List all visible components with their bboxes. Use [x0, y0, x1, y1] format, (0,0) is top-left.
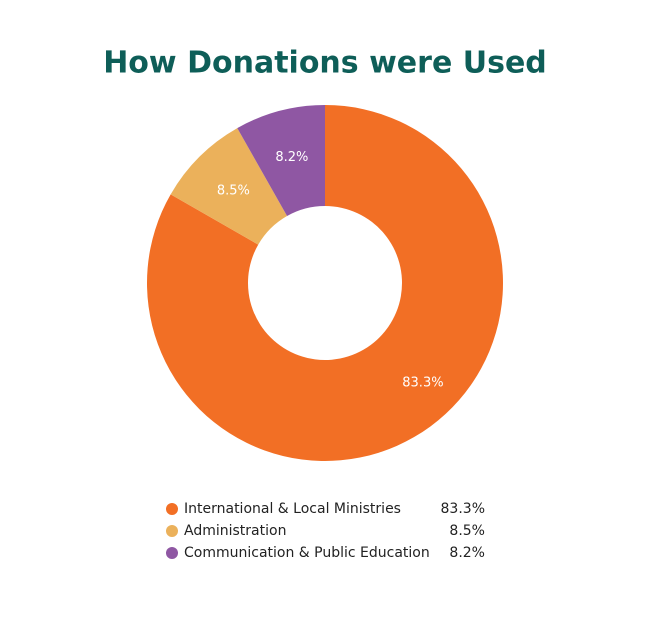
legend-marker	[166, 503, 178, 515]
slice-label: 8.5%	[217, 183, 250, 198]
slice-label: 8.2%	[275, 150, 308, 165]
slice	[146, 105, 504, 461]
legend-value: 8.2%	[449, 545, 485, 561]
legend-label: Administration	[184, 523, 286, 539]
slice-label: 83.3%	[402, 376, 443, 391]
legend-marker	[166, 525, 178, 537]
legend-label: International & Local Ministries	[184, 501, 401, 517]
legend-value: 83.3%	[441, 501, 485, 517]
chart-title: How Donations were Used	[103, 46, 547, 81]
legend-label: Communication & Public Education	[184, 545, 430, 561]
slice	[170, 128, 288, 245]
legend-marker	[166, 547, 178, 559]
slice	[237, 105, 325, 216]
legend-value: 8.5%	[449, 523, 485, 539]
